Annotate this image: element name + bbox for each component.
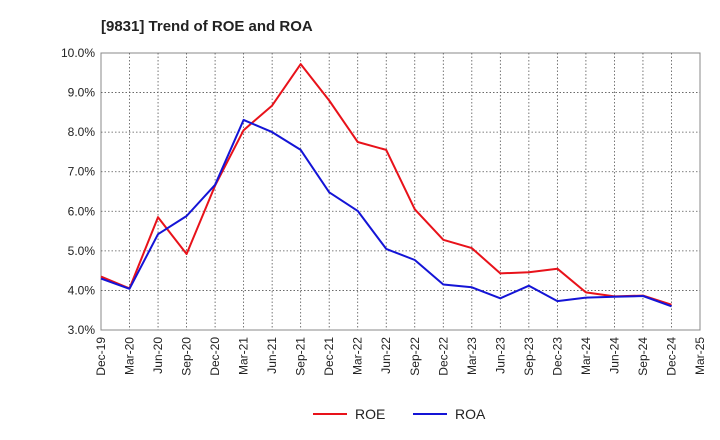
x-tick-label: Sep-24 [636, 337, 650, 376]
x-tick-label: Jun-22 [379, 337, 393, 374]
y-tick-label: 3.0% [68, 323, 96, 337]
x-tick-label: Jun-23 [493, 337, 507, 374]
legend: ROE ROA [313, 406, 486, 422]
x-tick-label: Dec-24 [664, 337, 678, 376]
series-line-roe [100, 63, 672, 306]
x-tick-label: Sep-22 [408, 337, 422, 376]
x-tick-label: Dec-21 [322, 337, 336, 376]
x-tick-label: Dec-23 [550, 337, 564, 376]
x-tick-label: Sep-21 [294, 337, 308, 376]
x-tick-label: Mar-20 [123, 337, 137, 375]
x-tick-label: Dec-22 [436, 337, 450, 376]
series-line-roa [100, 118, 672, 308]
x-tick-label: Mar-23 [465, 337, 479, 375]
y-axis-tick-labels: 3.0% 4.0% 5.0% 6.0% 7.0% 8.0% 9.0% 10.0% [61, 46, 95, 337]
y-tick-label: 7.0% [68, 165, 96, 179]
plot-frame [100, 52, 701, 331]
x-tick-label: Mar-22 [351, 337, 365, 375]
x-tick-label: Dec-19 [94, 337, 108, 376]
legend-label-roe: ROE [355, 406, 385, 422]
x-axis-tick-labels: Dec-19 Mar-20 Jun-20 Sep-20 Dec-20 Mar-21 Jun-… [94, 337, 707, 376]
x-tick-label: Mar-21 [237, 337, 251, 375]
y-tick-label: 10.0% [61, 46, 95, 60]
plot-area [100, 52, 701, 331]
x-tick-label: Dec-20 [208, 337, 222, 376]
x-tick-label: Jun-21 [265, 337, 279, 374]
x-tick-label: Mar-24 [579, 337, 593, 375]
x-tick-label: Mar-25 [693, 337, 707, 375]
y-tick-label: 9.0% [68, 86, 96, 100]
series-lines [100, 63, 672, 308]
x-tick-label: Sep-20 [180, 337, 194, 376]
chart-title: [9831] Trend of ROE and ROA [101, 18, 313, 35]
legend-label-roa: ROA [455, 406, 486, 422]
y-tick-label: 5.0% [68, 244, 96, 258]
y-tick-label: 8.0% [68, 125, 96, 139]
y-tick-label: 4.0% [68, 283, 96, 297]
x-tick-label: Sep-23 [522, 337, 536, 376]
y-tick-label: 6.0% [68, 204, 96, 218]
x-tick-label: Jun-24 [607, 337, 621, 374]
x-tick-label: Jun-20 [151, 337, 165, 374]
